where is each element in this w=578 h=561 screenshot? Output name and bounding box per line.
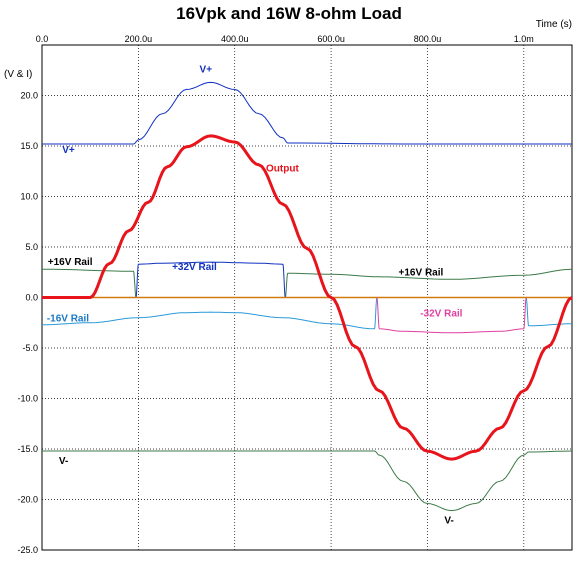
series-lines <box>41 81 573 512</box>
series-line-32v-rail <box>376 297 527 334</box>
series-line-v <box>42 450 573 512</box>
y-tick-label: -20.0 <box>17 495 38 505</box>
series-labels: V+ V+ Output +16V Rail +32V Rail +16V Rail -16… <box>47 64 463 526</box>
series-line-32v-rail <box>135 261 286 298</box>
y-tick-label: -25.0 <box>17 545 38 555</box>
y-tick-label: 15.0 <box>20 141 38 151</box>
x-axis-ticks: 0.0 200.0u 400.0u 600.0u 800.0u 1.0m <box>36 34 534 44</box>
series-line-16v-rail <box>41 297 572 330</box>
y-tick-label: 10.0 <box>20 192 38 202</box>
series-label: -16V Rail <box>47 314 89 325</box>
series-label: V- <box>444 516 453 527</box>
series-label: V+ <box>200 64 213 75</box>
series-label: V- <box>59 456 68 467</box>
series-label: +32V Rail <box>172 262 217 273</box>
x-tick-label: 400.0u <box>221 34 249 44</box>
x-tick-label: 800.0u <box>414 34 442 44</box>
y-tick-label: -5.0 <box>22 343 38 353</box>
x-tick-label: 200.0u <box>125 34 153 44</box>
series-label: -32V Rail <box>420 309 462 320</box>
y-tick-label: -10.0 <box>17 394 38 404</box>
x-tick-label: 0.0 <box>36 34 49 44</box>
x-tick-label: 600.0u <box>317 34 345 44</box>
series-line-output <box>42 134 573 461</box>
y-tick-label: -15.0 <box>17 444 38 454</box>
series-line-v <box>42 81 572 145</box>
y-axis-label: (V & I) <box>4 69 32 80</box>
series-label: Output <box>266 163 299 174</box>
series-label: V+ <box>62 145 75 156</box>
series-label: +16V Rail <box>399 267 444 278</box>
series-label: +16V Rail <box>48 257 93 268</box>
y-axis-ticks: 20.0 15.0 10.0 5.0 0.0 -5.0 -10.0 -15.0 -20.0 -25… <box>17 91 38 556</box>
y-tick-label: 0.0 <box>25 293 38 303</box>
series-line-16v-rail <box>41 268 573 298</box>
x-tick-label: 1.0m <box>514 34 534 44</box>
chart-title: 16Vpk and 16W 8-ohm Load <box>176 4 402 23</box>
y-tick-label: 5.0 <box>25 242 38 252</box>
x-axis-label: Time (s) <box>536 19 572 30</box>
y-tick-label: 20.0 <box>20 91 38 101</box>
